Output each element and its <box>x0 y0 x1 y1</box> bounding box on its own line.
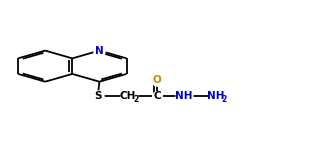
Text: 2: 2 <box>134 95 139 104</box>
Text: C: C <box>153 91 161 101</box>
Text: NH: NH <box>175 91 193 101</box>
Text: CH: CH <box>119 91 136 101</box>
Text: NH: NH <box>207 91 224 101</box>
Text: S: S <box>94 91 102 101</box>
Text: 2: 2 <box>222 95 227 104</box>
Text: O: O <box>153 75 162 85</box>
Text: N: N <box>95 46 104 56</box>
